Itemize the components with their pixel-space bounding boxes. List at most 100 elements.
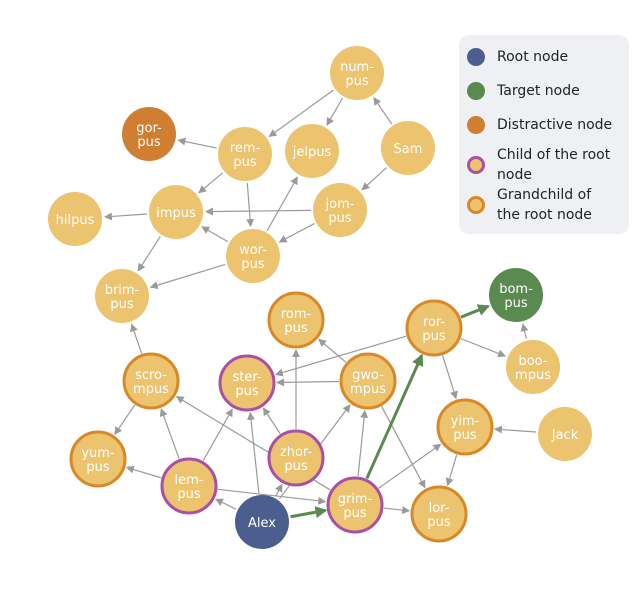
node-label-zhorpus: pus — [284, 459, 307, 474]
node-label-rempus: pus — [233, 155, 256, 170]
edge-scrompus-to-yumpus — [114, 404, 136, 436]
edge-yimpus-to-lorpus — [445, 454, 458, 487]
node-jompus: jom-pus — [313, 183, 367, 237]
node-boompus: boo-mpus — [506, 340, 560, 394]
grandchild-node-swatch — [467, 196, 485, 214]
node-brimpus: brim-pus — [95, 269, 149, 323]
node-circle-rompus — [267, 291, 325, 349]
node-numpus: num-pus — [330, 46, 384, 100]
child-node-swatch — [467, 156, 485, 174]
node-circle-grimpus — [326, 476, 384, 534]
node-label-brimpus: pus — [110, 297, 133, 312]
node-circle-gorpus — [122, 107, 176, 161]
node-circle-lempus — [160, 457, 218, 515]
node-label-boompus: mpus — [515, 368, 551, 383]
node-label-sam: Sam — [394, 142, 423, 157]
node-bompus: bom-pus — [489, 268, 543, 322]
edge-sam-to-jompus — [361, 167, 387, 191]
node-jack: Jack — [538, 407, 592, 461]
node-label-sterpus: ster- — [232, 370, 261, 385]
node-label-yumpus: yum- — [81, 446, 115, 461]
legend-item-distractive: Distractive node — [467, 115, 617, 135]
legend-item-root: Root node — [467, 47, 617, 67]
node-lempus: lem-pus — [160, 457, 218, 515]
node-scrompus: scro-mpus — [122, 352, 180, 410]
node-label-numpus: num- — [340, 60, 374, 75]
node-circle-bompus — [489, 268, 543, 322]
node-circle-sterpus — [218, 354, 276, 412]
legend-item-grandchild: Grandchild of the root node — [467, 185, 617, 225]
node-circle-jack — [538, 407, 592, 461]
edge-lempus-to-sterpus — [202, 408, 233, 462]
node-circle-jompus — [313, 183, 367, 237]
node-label-yimpus: pus — [453, 428, 476, 443]
node-worpus: wor-pus — [226, 229, 280, 283]
node-circle-numpus — [330, 46, 384, 100]
node-circle-worpus — [226, 229, 280, 283]
node-circle-yimpus — [436, 398, 494, 456]
edge-gwompus-to-lorpus — [381, 406, 426, 489]
edge-rorpus-to-sterpus — [274, 335, 407, 377]
node-jelpus: jelpus — [285, 124, 339, 178]
node-label-rorpus: pus — [422, 329, 445, 344]
node-circle-impus — [149, 185, 203, 239]
node-impus: impus — [149, 185, 203, 239]
node-rompus: rom-pus — [267, 291, 325, 349]
node-label-grimpus: grim- — [338, 492, 373, 507]
node-circle-scrompus — [122, 352, 180, 410]
legend: Root node Target node Distractive node C… — [459, 35, 629, 234]
edge-rempus-to-worpus — [246, 182, 255, 228]
node-label-rorpus: ror- — [423, 315, 446, 330]
node-label-zhorpus: zhor- — [280, 445, 313, 460]
node-label-jompus: pus — [328, 211, 351, 226]
node-yimpus: yim-pus — [436, 398, 494, 456]
edge-numpus-to-jelpus — [326, 97, 344, 126]
legend-distractive-label: Distractive node — [497, 117, 613, 133]
node-label-gorpus: pus — [137, 135, 160, 150]
legend-item-target: Target node — [467, 81, 617, 101]
node-rorpus: ror-pus — [405, 299, 463, 357]
node-circle-lorpus — [410, 485, 468, 543]
node-label-yimpus: yim- — [451, 414, 480, 429]
edge-jompus-to-worpus — [278, 223, 315, 243]
legend-target-label: Target node — [497, 83, 580, 99]
distractive-node-swatch — [467, 116, 485, 134]
edge-impus-to-hilpus — [103, 212, 148, 221]
node-sterpus: ster-pus — [218, 354, 276, 412]
node-circle-hilpus — [48, 192, 102, 246]
node-label-scrompus: mpus — [133, 382, 169, 397]
node-alex: Alex — [235, 495, 289, 549]
node-label-worpus: pus — [241, 257, 264, 272]
node-label-worpus: wor- — [239, 243, 267, 258]
node-gorpus: gor-pus — [122, 107, 176, 161]
edge-alex-to-sterpus — [246, 411, 260, 494]
edge-worpus-to-impus — [201, 226, 229, 243]
node-label-lorpus: pus — [427, 515, 450, 530]
edge-lempus-to-scrompus — [159, 408, 180, 459]
node-label-bompus: bom- — [499, 282, 533, 297]
node-circle-alex — [235, 495, 289, 549]
node-circle-jelpus — [285, 124, 339, 178]
edge-rempus-to-gorpus — [177, 137, 217, 149]
node-label-scrompus: scro- — [135, 368, 167, 383]
node-label-lempus: lem- — [175, 473, 204, 488]
edge-rempus-to-impus — [198, 172, 224, 194]
node-circle-rempus — [218, 127, 272, 181]
node-label-sterpus: pus — [235, 384, 258, 399]
edge-alex-to-zhorpus — [275, 483, 283, 497]
node-label-rompus: rom- — [281, 307, 312, 322]
edge-sam-to-numpus — [373, 96, 393, 125]
edge-grimpus-to-yimpus — [378, 443, 442, 489]
edge-gwompus-to-rompus — [318, 338, 347, 363]
edge-impus-to-brimpus — [137, 236, 161, 272]
node-label-boompus: boo- — [518, 354, 547, 369]
node-sam: Sam — [381, 121, 435, 175]
edge-gwompus-to-sterpus — [275, 378, 340, 387]
node-circle-zhorpus — [267, 429, 325, 487]
path-edge-alex-to-grimpus — [290, 506, 328, 519]
legend-item-child: Child of the root node — [467, 145, 617, 185]
node-yumpus: yum-pus — [69, 430, 127, 488]
node-label-yumpus: pus — [86, 460, 109, 475]
path-edge-grimpus-to-rorpus — [365, 353, 424, 480]
edge-rorpus-to-boompus — [460, 338, 507, 358]
